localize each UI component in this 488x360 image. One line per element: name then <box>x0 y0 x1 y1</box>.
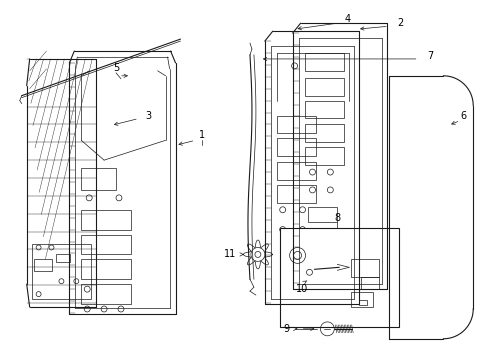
Text: 7: 7 <box>427 51 433 61</box>
Bar <box>81 284 131 304</box>
Bar <box>360 277 378 289</box>
Bar <box>304 125 344 142</box>
Text: 11: 11 <box>224 249 236 260</box>
Bar <box>276 162 316 180</box>
Text: 3: 3 <box>145 111 151 121</box>
Text: 8: 8 <box>333 213 340 223</box>
Bar <box>81 260 131 279</box>
Bar <box>276 185 316 203</box>
Bar <box>304 78 344 96</box>
Bar <box>81 235 131 255</box>
Bar <box>304 100 344 118</box>
Bar <box>279 228 398 327</box>
Bar <box>350 292 372 307</box>
Bar <box>34 260 51 271</box>
Bar <box>81 210 131 230</box>
Bar <box>307 207 337 222</box>
Bar <box>81 168 116 190</box>
Bar <box>276 116 316 133</box>
Text: 4: 4 <box>344 14 349 24</box>
Bar <box>350 260 378 277</box>
Bar <box>304 53 344 71</box>
Text: 1: 1 <box>199 130 205 140</box>
Text: 10: 10 <box>296 284 308 294</box>
Text: 6: 6 <box>459 111 466 121</box>
Text: 2: 2 <box>397 18 403 28</box>
Bar <box>32 244 91 299</box>
Bar <box>276 138 316 156</box>
Bar <box>279 269 309 281</box>
Bar <box>304 147 344 165</box>
Bar <box>358 300 366 305</box>
Text: 9: 9 <box>283 324 289 334</box>
Bar <box>56 255 70 262</box>
Bar <box>279 247 309 265</box>
Text: 5: 5 <box>113 63 119 73</box>
